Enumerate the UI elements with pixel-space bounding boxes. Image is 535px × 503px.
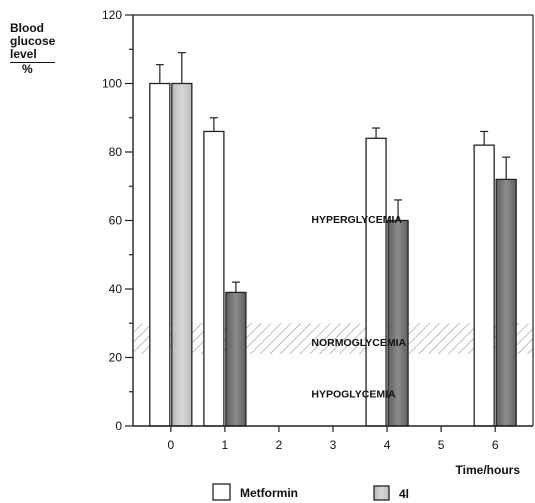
annotation-hypoglycemia: HYPOGLYCEMIA [311, 388, 396, 400]
x-tick-label: 2 [276, 438, 283, 452]
annotation-layer: HYPERGLYCEMIA NORMOGLYCEMIA HYPOGLYCEMIA [311, 214, 406, 401]
legend-label-4l: 4l [399, 487, 409, 501]
legend-swatch-4l [373, 485, 390, 501]
bar-4l-t6 [495, 178, 517, 427]
bar-metformin-t0 [149, 82, 171, 427]
legend: Metformin 4l [212, 483, 409, 501]
normoglycemia-band-layer [134, 323, 533, 355]
y-tick-label: 0 [115, 419, 122, 433]
annotation-hyperglycemia: HYPERGLYCEMIA [311, 214, 402, 226]
normoglycemia-band [134, 323, 533, 355]
x-axis-label: Time/hours [456, 463, 521, 477]
x-tick-label: 5 [438, 438, 445, 452]
y-tick-label: 80 [109, 145, 123, 159]
y-axis-label-line: level [10, 48, 56, 63]
y-axis-label-line: glucose [10, 34, 56, 48]
bar-4l-t0 [171, 82, 193, 427]
y-axis-label-unit: % [22, 62, 33, 76]
x-tick-label: 1 [222, 438, 229, 452]
bar-metformin-t6 [473, 144, 495, 427]
y-tick-label: 40 [109, 282, 123, 296]
y-axis-label-line: Blood [10, 21, 44, 35]
annotation-normoglycemia: NORMOGLYCEMIA [311, 337, 406, 349]
bar-4l-t1 [225, 291, 247, 427]
bar-metformin-t4 [365, 137, 387, 427]
bar-metformin-t1 [203, 130, 225, 427]
y-tick-label: 20 [109, 351, 123, 365]
y-axis-label: Blood glucose level % [10, 21, 56, 76]
x-tick-label: 0 [167, 438, 174, 452]
axes-layer [125, 14, 534, 432]
bars-layer [149, 52, 517, 427]
y-tick-label: 100 [102, 77, 122, 91]
legend-label-metformin: Metformin [240, 486, 298, 500]
y-tick-label: 60 [109, 214, 123, 228]
x-tick-label: 4 [384, 438, 391, 452]
x-tick-label: 6 [492, 438, 499, 452]
y-tick-label: 120 [102, 8, 122, 22]
legend-swatch-metformin [212, 483, 231, 501]
x-tick-label: 3 [330, 438, 337, 452]
tick-labels: 0 20 40 60 80 100 120 0 1 2 3 4 5 6 Time… [102, 8, 520, 477]
